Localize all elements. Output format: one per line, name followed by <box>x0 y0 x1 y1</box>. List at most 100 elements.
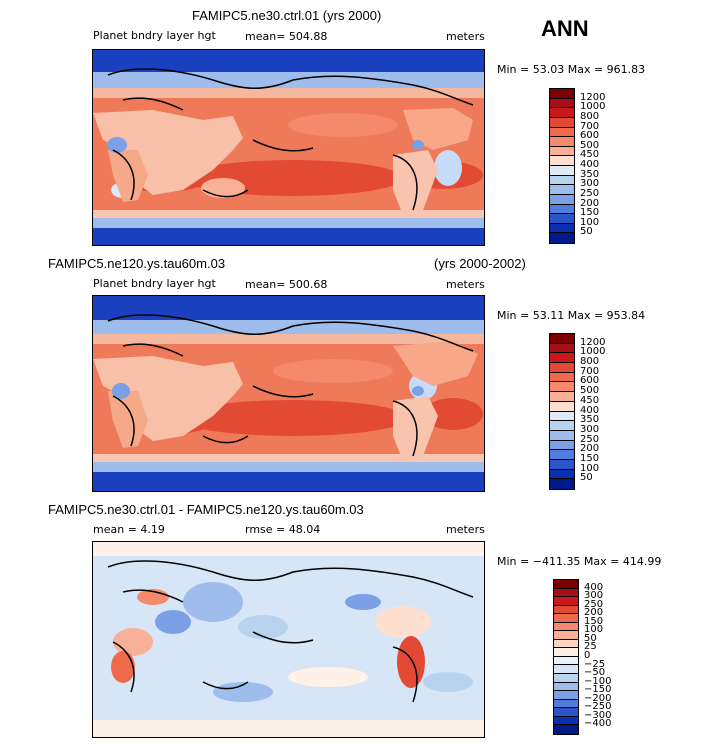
colorbar-level-label: 1000 <box>580 346 606 358</box>
colorbar-level-label: 600 <box>580 375 600 387</box>
colorbar-swatch <box>554 665 578 675</box>
colorbar-level-label: 100 <box>580 216 600 228</box>
panel2-variable: Planet bndry layer hgt <box>93 277 216 290</box>
colorbar-level-label: 100 <box>584 624 604 636</box>
colorbar-swatch <box>550 194 574 205</box>
colorbar-level-label: 300 <box>584 590 604 602</box>
panel3-minmax: Min = −411.35 Max = 414.99 <box>497 555 662 568</box>
colorbar-swatch <box>554 614 578 623</box>
colorbar-level-label: 1200 <box>580 91 606 103</box>
colorbar-swatch <box>550 459 574 470</box>
colorbar-level-label: −50 <box>584 667 606 679</box>
colorbar-swatch <box>554 631 578 640</box>
panel1-units: meters <box>446 30 485 43</box>
colorbar-level-label: −250 <box>584 701 612 713</box>
colorbar-level-label: 150 <box>584 615 604 627</box>
colorbar-swatch <box>554 622 578 632</box>
colorbar-level-label: 200 <box>580 197 600 209</box>
colorbar-level-label: −25 <box>584 658 606 670</box>
colorbar-swatch <box>550 334 574 344</box>
colorbar-level-label: 200 <box>584 607 604 619</box>
colorbar-swatch <box>550 156 574 166</box>
colorbar-swatch <box>550 233 574 243</box>
panel2-mean: mean= 500.68 <box>245 278 328 291</box>
colorbar-level-label: 450 <box>580 394 600 406</box>
colorbar-swatch <box>550 382 574 393</box>
panel1-minmax: Min = 53.03 Max = 961.83 <box>497 63 646 76</box>
colorbar-level-label: 25 <box>584 641 597 653</box>
colorbar-level-label: 400 <box>584 581 604 593</box>
colorbar-swatch <box>550 223 574 234</box>
panel3-rmse: rmse = 48.04 <box>245 523 321 536</box>
colorbar-swatch <box>554 648 578 657</box>
colorbar-level-label: 600 <box>580 130 600 142</box>
colorbar-swatch <box>550 440 574 451</box>
colorbar-swatch <box>550 146 574 157</box>
colorbar-level-label: 200 <box>580 443 600 455</box>
colorbar-swatch <box>550 411 574 422</box>
colorbar-swatch <box>550 392 574 402</box>
colorbar-level-label: 1000 <box>580 101 606 113</box>
colorbar-level-label: −400 <box>584 718 612 730</box>
colorbar-swatch <box>550 214 574 224</box>
panel2-units: meters <box>446 278 485 291</box>
colorbar-swatch <box>554 639 578 649</box>
panel1-variable: Planet bndry layer hgt <box>93 29 216 42</box>
colorbar-swatch <box>554 699 578 709</box>
panel1-title: FAMIPC5.ne30.ctrl.01 (yrs 2000) <box>192 8 382 23</box>
panel2-map <box>92 295 485 492</box>
panel2-minmax: Min = 53.11 Max = 953.84 <box>497 309 646 322</box>
colorbar-swatch <box>554 597 578 606</box>
colorbar-swatch <box>550 185 574 195</box>
colorbar-level-label: −100 <box>584 675 612 687</box>
season-label: ANN <box>541 16 589 41</box>
colorbar-level-label: 450 <box>580 149 600 161</box>
colorbar-level-label: 350 <box>580 414 600 426</box>
colorbar-level-label: 50 <box>580 226 593 238</box>
panel3-colorbar <box>553 579 579 735</box>
colorbar-level-label: 500 <box>580 385 600 397</box>
colorbar-level-label: 300 <box>580 423 600 435</box>
colorbar-level-label: 250 <box>584 598 604 610</box>
panel3-title: FAMIPC5.ne30.ctrl.01 - FAMIPC5.ne120.ys.… <box>48 502 364 517</box>
colorbar-swatch <box>550 479 574 489</box>
colorbar-level-label: 250 <box>580 433 600 445</box>
colorbar-swatch <box>554 656 578 666</box>
panel1-mean: mean= 504.88 <box>245 30 328 43</box>
colorbar-level-label: 150 <box>580 207 600 219</box>
colorbar-level-label: 700 <box>580 365 600 377</box>
colorbar-swatch <box>550 175 574 186</box>
colorbar-swatch <box>554 580 578 589</box>
panel2-years: (yrs 2000-2002) <box>434 256 526 271</box>
colorbar-level-label: 50 <box>584 632 597 644</box>
colorbar-swatch <box>550 401 574 412</box>
colorbar-level-label: −300 <box>584 709 612 721</box>
colorbar-level-label: 400 <box>580 404 600 416</box>
colorbar-swatch <box>554 725 578 734</box>
colorbar-level-label: 1200 <box>580 336 606 348</box>
colorbar-level-label: 400 <box>580 159 600 170</box>
colorbar-swatch <box>554 716 578 726</box>
colorbar-level-label: 50 <box>580 472 593 484</box>
panel1-colorbar <box>549 88 575 244</box>
panel2-colorbar <box>549 333 575 490</box>
colorbar-swatch <box>554 674 578 683</box>
colorbar-swatch <box>550 353 574 364</box>
colorbar-swatch <box>550 204 574 215</box>
colorbar-swatch <box>554 605 578 615</box>
panel3-map <box>92 541 485 738</box>
colorbar-swatch <box>550 89 574 99</box>
colorbar-swatch <box>554 708 578 717</box>
colorbar-swatch <box>550 372 574 383</box>
colorbar-swatch <box>550 469 574 480</box>
colorbar-level-label: 350 <box>580 168 600 180</box>
colorbar-swatch <box>550 421 574 431</box>
colorbar-level-label: 150 <box>580 452 600 464</box>
panel3-mean: mean = 4.19 <box>93 523 165 536</box>
colorbar-swatch <box>550 137 574 147</box>
colorbar-level-label: 500 <box>580 139 600 151</box>
colorbar-swatch <box>550 343 574 354</box>
panel2-title: FAMIPC5.ne120.ys.tau60m.03 <box>48 256 226 271</box>
colorbar-level-label: −150 <box>584 684 612 696</box>
colorbar-swatch <box>550 363 574 373</box>
